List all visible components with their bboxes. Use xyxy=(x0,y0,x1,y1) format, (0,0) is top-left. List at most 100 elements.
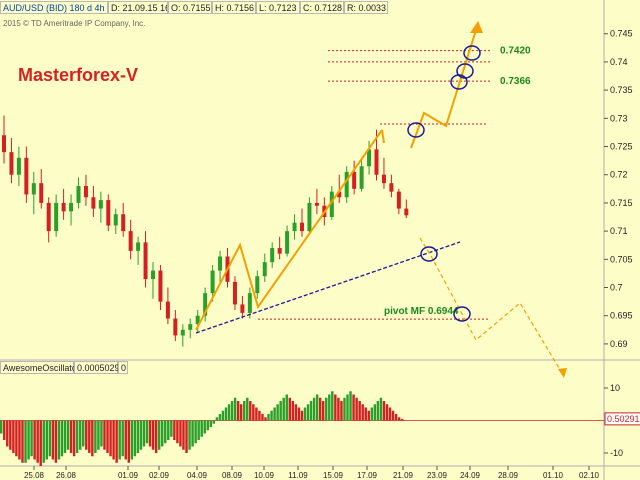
candle-body xyxy=(292,222,297,232)
oscillator-bar xyxy=(127,420,131,463)
candle-body xyxy=(404,208,409,216)
oscillator-bar xyxy=(373,404,377,421)
time-tick-label: 17.09 xyxy=(357,471,378,480)
oscillator-bar xyxy=(243,401,246,421)
oscillator-bar xyxy=(334,394,337,421)
oscillator-bar xyxy=(148,420,152,447)
oscillator-bar xyxy=(291,401,295,421)
price-tick-label: 0.715 xyxy=(610,198,633,208)
candle-body xyxy=(143,242,148,280)
oscillator-bar xyxy=(103,420,106,450)
level-label-pivot: pivot MF 0.6944 xyxy=(384,306,459,317)
level-label-0.7420: 0.7420 xyxy=(500,46,531,57)
time-tick-label: 26.08 xyxy=(56,471,77,480)
oscillator-bar xyxy=(236,401,240,421)
oscillator-bar xyxy=(157,420,161,450)
projection-up-arrowhead xyxy=(470,21,483,33)
time-tick-label: 11.09 xyxy=(288,471,308,480)
oscillator-bar xyxy=(24,420,27,463)
candle-body xyxy=(262,262,267,277)
oscillator-bar xyxy=(112,420,115,460)
candle-body xyxy=(9,152,14,175)
price-tick-label: 0.73 xyxy=(610,113,628,123)
price-tick-label: 0.74 xyxy=(610,57,628,67)
target-circle-marker xyxy=(463,45,481,61)
candle-body xyxy=(374,149,379,175)
oscillator-bar xyxy=(273,407,276,421)
oscillator-bar xyxy=(6,420,9,447)
oscillator-bar xyxy=(233,397,237,421)
range-label: R: 0.0033 xyxy=(344,1,388,14)
oscillator-bar xyxy=(48,420,52,457)
oscillator-bar xyxy=(78,420,82,450)
oscillator-bar xyxy=(170,420,173,437)
time-tick-label: 04.09 xyxy=(187,471,208,480)
oscillator-bar xyxy=(306,404,310,421)
oscillator-bar xyxy=(133,420,137,457)
level-label-0.7366: 0.7366 xyxy=(500,76,531,87)
oscillator-bar xyxy=(364,407,367,421)
candle-body xyxy=(91,197,96,209)
oscillator-bar xyxy=(179,420,182,447)
symbol-label: AUD/USD (BID) 180 d 4h xyxy=(0,1,108,14)
candle-body xyxy=(195,315,200,325)
oscillator-bar xyxy=(142,420,146,447)
price-tick-label: 0.72 xyxy=(610,170,628,180)
oscillator-bar xyxy=(136,420,140,453)
oscillator-bar xyxy=(337,397,340,421)
oscillator-bar xyxy=(167,420,170,440)
oscillator-bar xyxy=(218,414,222,421)
oscillator-bar xyxy=(328,394,331,421)
oscillator-value: 0.0005029 xyxy=(74,361,120,374)
price-tick-label: 0.7 xyxy=(610,283,623,293)
oscillator-bar xyxy=(370,407,374,421)
candle-body xyxy=(218,256,223,271)
oscillator-bar xyxy=(288,397,292,421)
copyright-notice: 2015 © TD Ameritrade IP Company, Inc. xyxy=(3,19,146,28)
candle-body xyxy=(165,301,170,319)
price-tick-label: 0.725 xyxy=(610,142,633,152)
date-label: D: 21.09.15 16:00 xyxy=(108,1,168,14)
candle-body xyxy=(31,183,36,195)
projection-up-line xyxy=(410,29,477,149)
oscillator-tick-label: -10 xyxy=(610,448,623,458)
oscillator-bar xyxy=(300,410,304,421)
candle-body xyxy=(270,248,275,263)
trend-line xyxy=(195,241,461,334)
oscillator-bar xyxy=(312,397,316,421)
price-tick-label: 0.695 xyxy=(610,311,633,321)
oscillator-bar xyxy=(358,401,361,421)
oscillator-bar xyxy=(212,420,216,424)
oscillator-bar xyxy=(164,420,167,444)
oscillator-bar xyxy=(239,404,243,421)
wave-line xyxy=(195,129,383,331)
open-label: O: 0.7155 xyxy=(168,1,212,14)
oscillator-bar xyxy=(315,394,319,421)
candle-body xyxy=(240,304,245,313)
time-tick-label: 28.09 xyxy=(498,471,519,480)
oscillator-bar xyxy=(182,420,185,450)
oscillator-current-label: 0.50291 xyxy=(607,414,640,424)
high-label: H: 0.7156 xyxy=(212,1,256,14)
oscillator-bar xyxy=(276,404,279,421)
oscillator-bar xyxy=(230,401,234,421)
candle-body xyxy=(381,174,386,184)
candle-body xyxy=(277,248,282,254)
target-circle-marker xyxy=(450,74,468,90)
candle-body xyxy=(389,183,394,192)
oscillator-bar xyxy=(139,420,143,450)
candle-body xyxy=(337,191,342,198)
oscillator-bar xyxy=(36,420,39,463)
oscillator-bar xyxy=(145,420,149,444)
oscillator-bar xyxy=(130,420,134,460)
oscillator-bar xyxy=(51,420,55,460)
candle-body xyxy=(151,270,155,280)
oscillator-bar xyxy=(124,420,127,460)
time-tick-label: 02.10 xyxy=(579,471,600,480)
oscillator-bar xyxy=(15,420,18,457)
candle-body xyxy=(113,214,118,226)
oscillator-bar xyxy=(176,420,179,444)
price-tick-label: 0.705 xyxy=(610,254,633,264)
candle-body xyxy=(98,200,103,209)
oscillator-bar xyxy=(246,397,249,421)
